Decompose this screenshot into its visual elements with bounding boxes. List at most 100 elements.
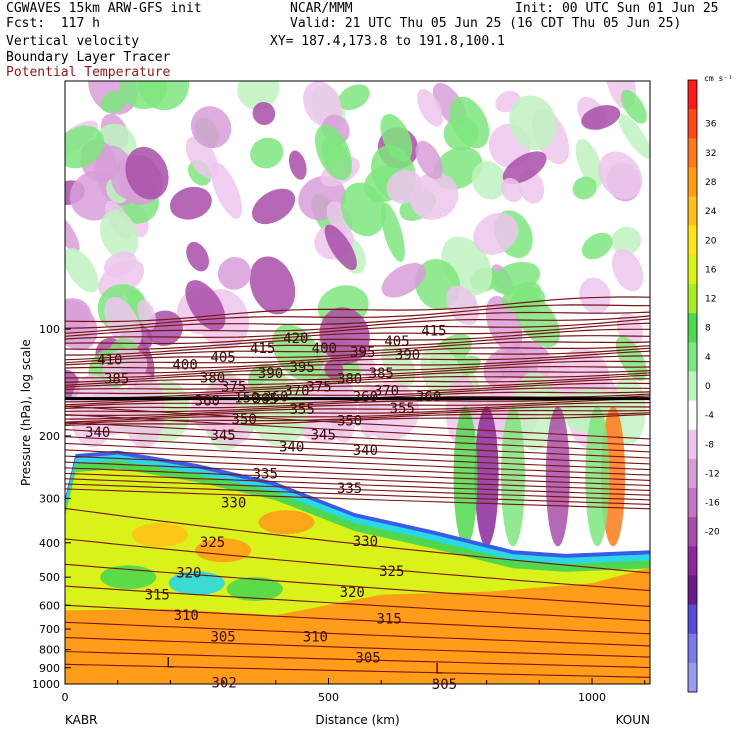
colorbar-swatch [688,575,697,606]
colorbar-swatch [688,80,697,110]
y-tick-label: 1000 [32,678,60,691]
theta-contour [65,621,650,647]
theta-label: 320 [340,585,365,601]
tracer-blob [226,577,283,601]
svg-text:390: 390 [395,348,420,364]
theta-contour [65,449,650,476]
theta-label: 150 [234,391,259,407]
colorbar-tick-label: -8 [705,440,714,450]
y-tick-label: 300 [39,492,60,505]
theta-label: 340 [279,439,304,455]
wave-cell [319,307,370,364]
svg-text:345: 345 [210,428,235,444]
theta-label: 355 [290,402,315,418]
theta-label: 360 [263,390,288,406]
theta-contour [65,398,650,413]
theta-label: 360 [195,394,220,410]
svg-text:385: 385 [369,366,394,382]
wave-cell [185,280,226,331]
svg-text:375: 375 [221,379,246,395]
wave-cell [381,263,427,298]
theta-label: 385 [369,366,394,382]
theta-contour [65,563,650,607]
svg-text:395: 395 [350,345,375,361]
colorbar-tick-label: 8 [705,324,711,334]
theta-label: 302 [212,675,237,691]
colorbar-tick-label: 0 [705,382,711,392]
svg-text:360: 360 [353,390,378,406]
wave-cell [252,102,276,125]
svg-text:302: 302 [212,675,237,691]
theta-contour [65,335,650,356]
wave-cell [250,137,284,169]
colorbar-unit: cm s⁻¹ [704,74,733,83]
wave-cell [611,226,642,255]
tracer-blob [100,565,157,590]
svg-text:150: 150 [234,391,259,407]
theta-label: 345 [311,427,336,443]
svg-text:350: 350 [232,412,257,428]
svg-text:320: 320 [340,585,365,601]
theta-label: 325 [200,535,225,551]
colorbar-swatch [688,313,697,343]
colorbar-tick-label: -12 [705,469,720,479]
theta-label: 415 [250,341,275,357]
wave-cell [611,249,644,292]
colorbar-frame [687,79,698,693]
svg-text:380: 380 [200,371,225,387]
y-tick-label: 600 [39,599,60,612]
wave-cell [471,161,507,200]
svg-text:400: 400 [312,341,337,357]
svg-text:360: 360 [416,390,441,406]
theta-contour [65,318,650,340]
svg-text:365: 365 [253,392,278,408]
svg-text:415: 415 [421,324,446,340]
theta-contour [65,350,650,369]
theta-contour [65,382,650,399]
theta-contour [65,378,650,395]
colorbar-tick-label: 12 [705,295,716,305]
svg-text:355: 355 [290,402,315,418]
wave-cell [237,81,280,110]
theta-contour [65,472,650,496]
wave-cell [581,105,621,130]
theta-contour [65,585,650,622]
svg-text:305: 305 [432,677,457,693]
wave-cell [100,91,127,114]
wave-cell [380,202,405,262]
wave-cell [500,177,523,203]
wave-cell [380,113,413,162]
convective-column [585,406,610,547]
colorbar-swatch [688,284,697,314]
wave-cell [249,256,296,315]
colorbar: 36 32 28 24 20 16 12 8 4 0 -4 -8 -12 -16 -20 [687,79,720,693]
theta-contour [65,413,650,426]
init-time: Init: 00 UTC Sun 01 Jun 25 [515,1,719,16]
cross-section-xy: XY= 187.4,173.8 to 191.8,100.1 [270,34,505,49]
right-endpoint-label: KOUN [616,713,650,727]
colorbar-swatch [688,517,697,547]
wave-cell [386,169,422,204]
model-title: CGWAVES 15km ARW-GFS init [6,1,202,16]
theta-contour [65,467,650,491]
colorbar-swatch [688,604,697,635]
theta-contour [65,341,650,361]
x-tick-label: 1000 [578,691,606,704]
svg-text:315: 315 [376,611,401,627]
theta-contour [65,409,650,423]
colorbar-swatch [688,342,697,372]
field-potential-temperature: Potential Temperature [6,65,171,80]
theta-label: 330 [221,495,246,511]
svg-text:375: 375 [306,379,331,395]
colorbar-tick-label: 20 [705,236,717,246]
svg-text:420: 420 [283,331,308,347]
theta-contour [65,405,650,440]
theta-contour [65,296,650,323]
svg-text:395: 395 [290,360,315,376]
svg-text:410: 410 [97,353,122,369]
wave-cell [490,261,541,295]
wave-cell [473,212,519,255]
theta-contour [65,455,650,481]
theta-contour [65,345,650,364]
svg-text:305: 305 [210,630,235,646]
